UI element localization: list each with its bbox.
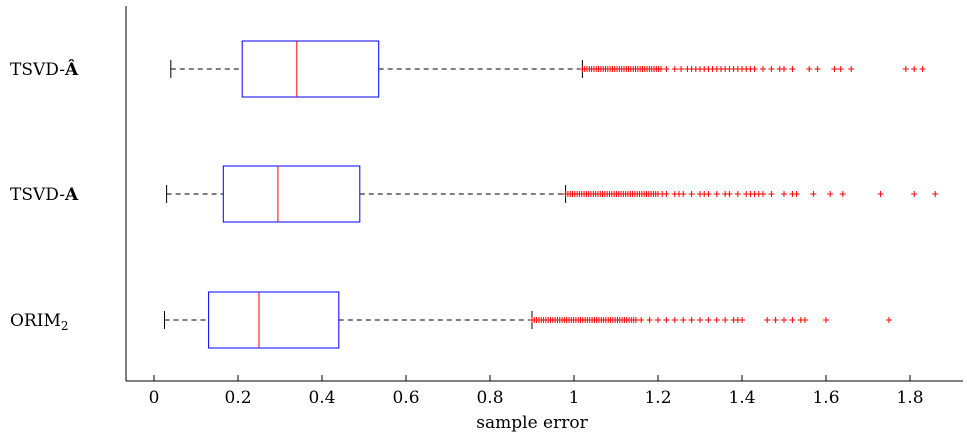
- outliers: [562, 191, 939, 197]
- category-label: TSVD-Â: [10, 59, 79, 80]
- box-1: [166, 165, 939, 223]
- x-tick-label: 1.2: [644, 388, 671, 408]
- outlier-marker: [751, 66, 758, 72]
- x-tick-label: 1.6: [812, 388, 839, 408]
- category-label: ORIM2: [10, 311, 69, 333]
- iqr-box: [241, 40, 380, 98]
- outlier-marker: [764, 317, 771, 323]
- outlier-marker: [638, 317, 645, 323]
- box-0: [170, 40, 926, 98]
- outlier-marker: [911, 191, 918, 197]
- outlier-marker: [902, 66, 909, 72]
- outlier-marker: [848, 66, 855, 72]
- outlier-marker: [713, 317, 720, 323]
- outlier-marker: [655, 317, 661, 323]
- plot-area: [164, 40, 939, 349]
- outlier-marker: [781, 66, 787, 72]
- outlier-marker: [760, 191, 766, 197]
- outlier-marker: [827, 191, 834, 197]
- x-tick-label: 1.4: [728, 388, 755, 408]
- outliers: [579, 66, 926, 72]
- box-2: [164, 291, 892, 349]
- outlier-marker: [789, 66, 796, 72]
- outliers: [529, 317, 892, 323]
- outlier-marker: [810, 191, 817, 197]
- outlier-marker: [781, 317, 787, 323]
- outlier-marker: [768, 191, 775, 197]
- iqr-box: [222, 165, 361, 223]
- outlier-marker: [705, 317, 712, 323]
- category-label: TSVD-A: [10, 185, 79, 205]
- outlier-marker: [839, 191, 846, 197]
- x-tick-label: 0.2: [224, 388, 251, 408]
- outlier-marker: [831, 66, 838, 72]
- outlier-marker: [919, 66, 926, 72]
- iqr-box: [208, 291, 340, 349]
- outlier-marker: [877, 191, 884, 197]
- x-tick-label: 0: [149, 388, 160, 408]
- outlier-marker: [932, 191, 939, 197]
- outlier-marker: [814, 66, 821, 72]
- x-tick-label: 0.4: [308, 388, 335, 408]
- outlier-marker: [739, 317, 745, 323]
- axes: 0 0.2 0.4 0.6 0.8 1 1.2 1.4 1.6 1.8: [125, 6, 963, 408]
- outlier-marker: [671, 317, 678, 323]
- outlier-marker: [688, 191, 695, 197]
- x-tick-label: 1: [569, 388, 580, 408]
- outlier-marker: [663, 191, 670, 197]
- outlier-marker: [646, 317, 653, 323]
- outlier-marker: [678, 66, 685, 72]
- outlier-marker: [688, 317, 695, 323]
- outlier-marker: [781, 191, 787, 197]
- outlier-marker: [680, 191, 687, 197]
- outlier-marker: [697, 317, 703, 323]
- outlier-marker: [713, 191, 720, 197]
- outlier-marker: [680, 317, 687, 323]
- outlier-marker: [632, 317, 639, 323]
- outlier-marker: [806, 66, 813, 72]
- outlier-marker: [726, 191, 733, 197]
- outlier-marker: [657, 66, 664, 72]
- x-tick-label: 0.6: [392, 388, 419, 408]
- outlier-marker: [671, 66, 678, 72]
- outlier-marker: [789, 317, 796, 323]
- outlier-marker: [705, 191, 712, 197]
- outlier-marker: [886, 317, 892, 323]
- outlier-marker: [837, 66, 844, 72]
- x-tick-label: 1.8: [896, 388, 923, 408]
- outlier-marker: [734, 191, 741, 197]
- x-axis-label: sample error: [476, 413, 588, 433]
- outlier-marker: [802, 317, 808, 323]
- outlier-marker: [772, 317, 779, 323]
- category-labels: TSVD-Â TSVD-A ORIM2: [10, 59, 79, 333]
- outlier-marker: [768, 66, 775, 72]
- outlier-marker: [911, 66, 918, 72]
- x-tick-label: 0.8: [476, 388, 503, 408]
- outlier-marker: [793, 191, 800, 197]
- outlier-marker: [663, 317, 670, 323]
- outlier-marker: [760, 66, 766, 72]
- outlier-marker: [663, 66, 670, 72]
- outlier-marker: [823, 317, 829, 323]
- outlier-marker: [722, 317, 729, 323]
